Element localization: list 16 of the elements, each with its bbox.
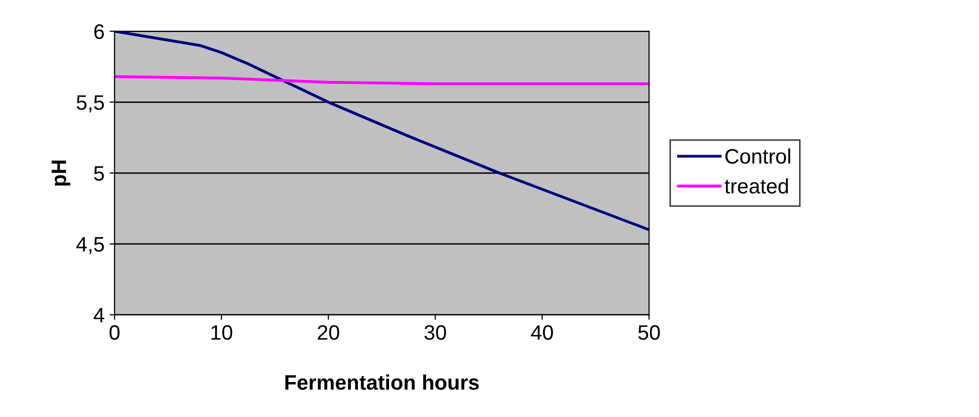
legend-label: Control	[725, 148, 790, 164]
y-tick-label: 5,5	[76, 95, 104, 112]
x-tick-label: 40	[531, 325, 553, 340]
x-tick-label: 20	[318, 325, 340, 340]
x-tick-label: 0	[110, 325, 120, 340]
y-axis-title: pH	[52, 160, 70, 186]
line-series	[114, 75, 650, 86]
y-tick-label: 6	[94, 24, 104, 40]
legend-label: treated	[724, 178, 788, 194]
x-tick-label: 30	[424, 325, 446, 340]
y-tick-label: 4,5	[76, 237, 104, 254]
x-tick-label: 10	[211, 325, 232, 340]
y-tick-label: 5	[94, 166, 104, 181]
x-tick-label: 50	[638, 325, 660, 340]
x-axis-title: Fermentation hours	[285, 374, 479, 390]
y-tick-label: 4	[94, 308, 104, 322]
